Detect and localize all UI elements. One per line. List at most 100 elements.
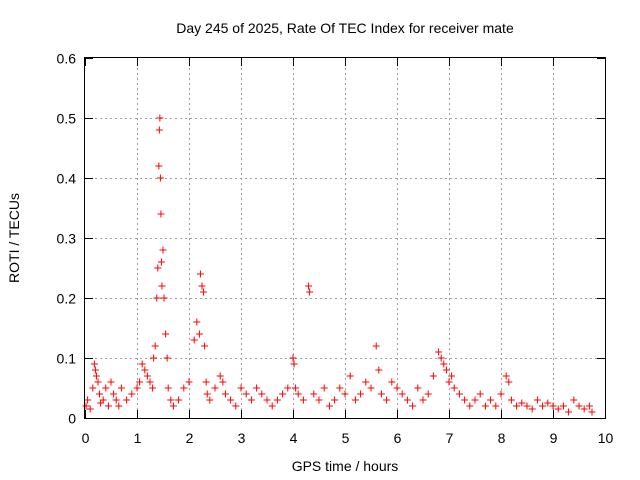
data-point [211,384,219,392]
data-point [96,390,104,398]
data-point [284,384,292,392]
data-point [549,402,557,410]
x-tick-label: 6 [394,430,402,446]
data-point [346,372,354,380]
data-point [588,408,596,416]
data-point [424,390,432,398]
x-axis-label: GPS time / hours [292,458,399,474]
data-point [440,360,448,368]
data-point [455,390,463,398]
data-point [89,384,97,392]
data-point [198,282,206,290]
data-point [94,378,102,386]
data-point [180,384,188,392]
data-point [149,384,157,392]
data-point [528,405,536,413]
data-point [115,402,123,410]
x-tick-label: 4 [290,430,298,446]
data-point [86,405,94,413]
data-point [487,396,495,404]
data-point [117,384,125,392]
y-tick-label: 0 [68,411,76,427]
data-point [104,402,112,410]
data-point [102,384,110,392]
data-point [196,270,204,278]
x-tick-label: 0 [82,430,90,446]
x-tick-label: 7 [446,430,454,446]
data-point [437,354,445,362]
x-tick-label: 2 [186,430,194,446]
data-point [258,390,266,398]
data-point [164,384,172,392]
y-tick-label: 0.5 [57,111,77,127]
data-point [393,384,401,392]
data-point [90,360,98,368]
x-tick-label: 10 [598,430,614,446]
data-point [92,372,100,380]
data-point [156,174,164,182]
data-point [481,402,489,410]
data-point [150,354,158,362]
data-point [158,282,166,290]
data-point [167,396,175,404]
data-point [533,396,541,404]
data-point [273,396,281,404]
data-point [292,384,300,392]
y-tick-label: 0.6 [57,51,77,67]
data-point [190,336,198,344]
data-point [289,354,297,362]
data-point [539,402,547,410]
data-point [325,402,333,410]
data-point [383,396,391,404]
data-point [206,396,214,404]
data-point [461,396,469,404]
data-point [175,396,183,404]
data-point [305,282,313,290]
data-point [162,330,170,338]
data-point [513,402,521,410]
data-point [367,384,375,392]
data-point [448,372,456,380]
data-point [565,408,573,416]
data-point [200,288,208,296]
data-point [331,396,339,404]
data-point [155,126,163,134]
y-axis-label: ROTI / TECUs [6,193,22,283]
x-tick-label: 8 [498,430,506,446]
data-point [160,294,168,302]
data-point [202,378,210,386]
data-point [146,378,154,386]
data-point [203,390,211,398]
data-point [466,402,474,410]
data-point [580,405,588,413]
data-point [575,402,583,410]
data-point [554,405,562,413]
data-point [290,360,298,368]
data-point [398,390,406,398]
y-tick-label: 0.1 [57,351,77,367]
data-point [247,396,255,404]
data-point [507,396,515,404]
y-tick-label: 0.2 [57,291,77,307]
data-point [492,402,500,410]
data-point [82,402,90,410]
data-point [294,390,302,398]
grid-lines [85,58,605,418]
data-point [476,390,484,398]
data-point [414,384,422,392]
data-point [471,396,479,404]
data-point [429,372,437,380]
data-point [227,396,235,404]
data-point [585,402,593,410]
data-point [375,366,383,374]
data-point [237,384,245,392]
data-point [362,378,370,386]
data-point [320,384,328,392]
plot-frame [84,57,606,419]
data-point [450,384,458,392]
data-point [442,366,450,374]
y-tick-label: 0.3 [57,231,77,247]
data-point [268,402,276,410]
data-point [341,390,349,398]
